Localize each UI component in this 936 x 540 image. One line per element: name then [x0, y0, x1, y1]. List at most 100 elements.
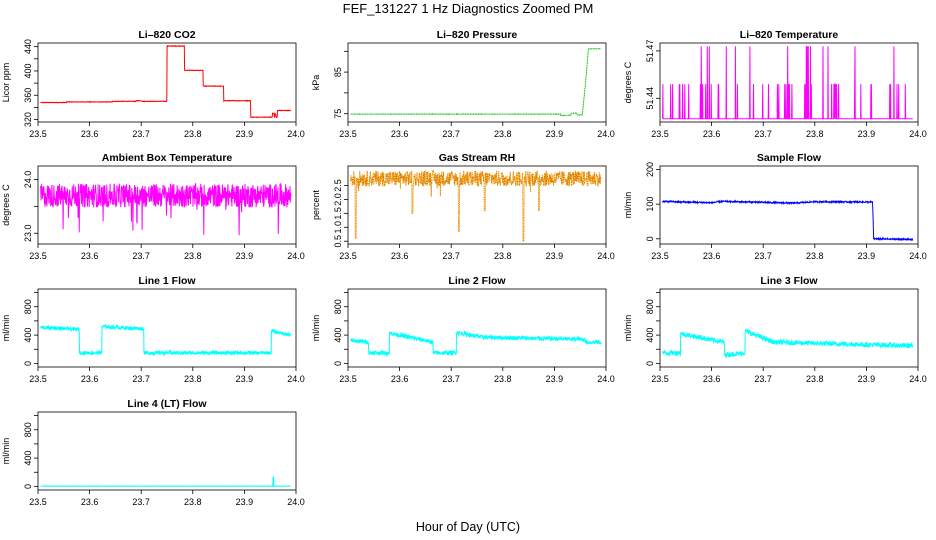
x-tick-label: 23.8: [806, 251, 824, 261]
x-tick-label: 23.5: [29, 374, 47, 384]
x-tick-label: 23.6: [81, 251, 99, 261]
x-tick-label: 23.7: [132, 497, 150, 507]
x-tick-label: 23.7: [754, 129, 772, 139]
panel-2: Li–820 Pressure kPa 23.5 23.6 23.7 23.8 23.9 24…: [311, 29, 615, 139]
y-axis-label: ml/min: [1, 438, 11, 465]
panel-title: Li–820 Pressure: [437, 29, 518, 41]
x-tick-label: 24.0: [287, 129, 305, 139]
y-tick-label: 0: [645, 236, 655, 241]
panel-8: Line 2 Flow ml/min 23.5 23.6 23.7 23.8 23.9 24.…: [311, 275, 615, 384]
y-tick-label: 0.5: [333, 235, 343, 248]
y-axis-label: ml/min: [623, 192, 633, 219]
y-tick-label: 200: [645, 162, 655, 177]
y-tick-label: 440: [23, 39, 33, 54]
x-tick-label: 24.0: [287, 251, 305, 261]
y-axis-label: degrees C: [1, 184, 11, 226]
y-tick-label: 400: [645, 328, 655, 343]
x-tick-label: 23.7: [132, 129, 150, 139]
plot-frame: [347, 42, 607, 123]
x-tick-label: 23.5: [339, 129, 357, 139]
x-tick-label: 24.0: [287, 497, 305, 507]
series-line: [40, 476, 291, 488]
series-line: [40, 323, 292, 357]
y-tick-label: 85: [333, 67, 343, 77]
x-tick-label: 23.6: [703, 251, 721, 261]
x-tick-label: 23.5: [651, 251, 669, 261]
series-line: [662, 328, 914, 359]
series-dots: [350, 48, 601, 117]
y-tick-label: 1.5: [333, 207, 343, 220]
x-tick-label: 23.9: [546, 374, 564, 384]
x-tick-label: 23.8: [494, 374, 512, 384]
y-tick-label: 2.5: [333, 179, 343, 192]
panel-title: Ambient Box Temperature: [102, 152, 233, 164]
y-axis-label: ml/min: [623, 315, 633, 342]
x-tick-label: 23.9: [236, 251, 254, 261]
plot-frame: [659, 42, 919, 123]
y-tick-label: 75: [333, 109, 343, 119]
x-tick-label: 23.5: [29, 129, 47, 139]
x-tick-label: 24.0: [597, 374, 615, 384]
y-tick-label: 800: [645, 299, 655, 314]
x-tick-label: 23.9: [236, 129, 254, 139]
x-tick-label: 23.7: [442, 251, 460, 261]
y-tick-label: 400: [23, 328, 33, 343]
y-tick-label: 800: [23, 422, 33, 437]
x-tick-label: 23.6: [391, 251, 409, 261]
x-tick-label: 23.6: [81, 497, 99, 507]
y-axis-label: ml/min: [1, 315, 11, 342]
y-tick-label: 1.0: [333, 221, 343, 234]
panel-5: Gas Stream RH percent 23.5 23.6 23.7 23.8 23.9…: [311, 152, 615, 261]
plot-frame: [37, 165, 297, 245]
x-tick-label: 23.6: [391, 374, 409, 384]
y-tick-label: 0: [23, 484, 33, 489]
panel-10: Line 4 (LT) Flow ml/min 23.5 23.6 23.7 23.8 23…: [1, 398, 305, 507]
x-tick-label: 24.0: [909, 251, 927, 261]
series-line: [350, 169, 602, 242]
x-tick-label: 23.8: [806, 374, 824, 384]
panel-1: Li–820 CO2 Licor ppm 23.5 23.6 23.7 23.8 23.9 2…: [1, 29, 305, 139]
panels: Li–820 CO2 Licor ppm 23.5 23.6 23.7 23.8 23.9 2…: [1, 29, 927, 507]
x-tick-label: 23.9: [858, 251, 876, 261]
panel-3: Li–820 Temperature degrees C 23.5 23.6 23.7 2…: [623, 29, 927, 139]
y-tick-label: 360: [23, 88, 33, 103]
plot-frame: [37, 288, 297, 368]
y-tick-label: 51.47: [645, 40, 655, 63]
y-tick-label: 51.44: [645, 87, 655, 110]
x-tick-label: 23.8: [184, 251, 202, 261]
x-tick-label: 23.9: [546, 129, 564, 139]
y-axis-label: kPa: [311, 75, 321, 91]
x-tick-label: 23.8: [184, 497, 202, 507]
x-tick-label: 23.6: [391, 129, 409, 139]
x-tick-label: 24.0: [909, 374, 927, 384]
x-tick-label: 23.8: [806, 129, 824, 139]
x-tick-label: 24.0: [287, 374, 305, 384]
panel-title: Li–820 Temperature: [740, 29, 839, 41]
y-axis-label: Licor ppm: [1, 63, 11, 103]
plot-frame: [37, 42, 297, 123]
x-tick-label: 23.6: [703, 129, 721, 139]
panel-7: Line 1 Flow ml/min 23.5 23.6 23.7 23.8 23.9 24.…: [1, 275, 305, 384]
series-line: [350, 330, 602, 357]
x-tick-label: 23.7: [442, 374, 460, 384]
x-tick-label: 23.7: [754, 374, 772, 384]
x-tick-label: 23.9: [236, 374, 254, 384]
y-axis-label: ml/min: [311, 315, 321, 342]
x-tick-label: 23.9: [546, 251, 564, 261]
y-axis-label: degrees C: [623, 61, 633, 103]
plot-frame: [37, 411, 297, 491]
y-tick-label: 0: [23, 361, 33, 366]
y-tick-label: 400: [23, 451, 33, 466]
x-tick-label: 23.5: [339, 251, 357, 261]
series-line: [662, 199, 914, 242]
x-tick-label: 23.6: [81, 374, 99, 384]
panel-title: Li–820 CO2: [138, 29, 195, 41]
y-tick-label: 400: [23, 63, 33, 78]
figure-xlabel: Hour of Day (UTC): [416, 520, 520, 534]
x-tick-label: 23.6: [81, 129, 99, 139]
series-line: [350, 48, 602, 117]
figure-title: FEF_131227 1 Hz Diagnostics Zoomed PM: [343, 1, 594, 16]
panel-title: Sample Flow: [757, 152, 822, 164]
plot-frame: [659, 165, 919, 245]
y-tick-label: 23.0: [23, 224, 33, 242]
